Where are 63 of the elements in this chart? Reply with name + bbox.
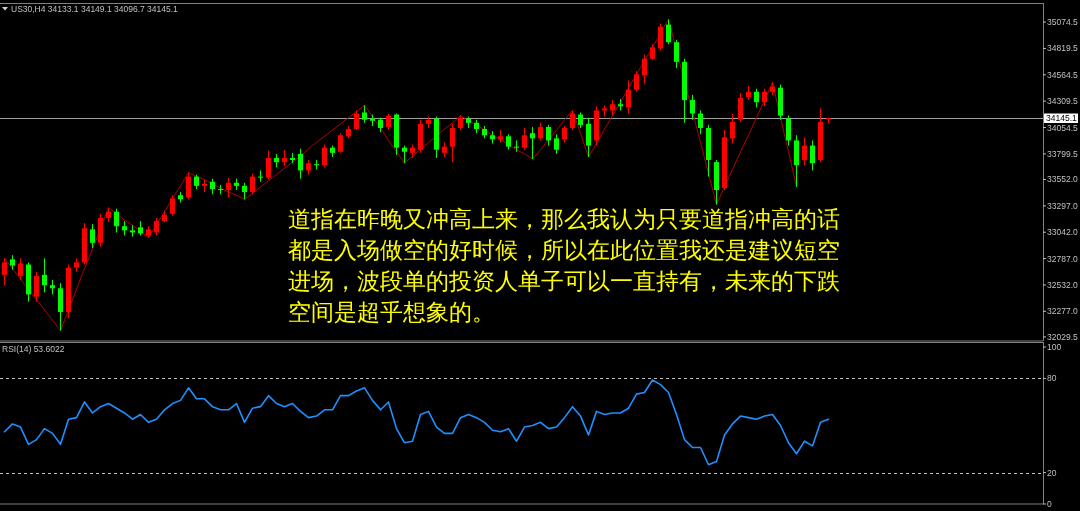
y-tick-label: 100: [1047, 342, 1062, 352]
candlestick: [666, 18, 671, 45]
y-tick-label: 32029.5: [1047, 331, 1078, 342]
candlestick: [58, 282, 63, 332]
candlestick: [514, 139, 519, 153]
candlestick: [730, 113, 735, 145]
candlestick: [554, 133, 559, 155]
candlestick: [698, 109, 703, 135]
y-tick-label: 34309.5: [1047, 96, 1078, 107]
candlestick: [786, 115, 791, 147]
y-tick-label: 33297.0: [1047, 200, 1078, 211]
y-tick-label: 33799.5: [1047, 148, 1078, 159]
y-tick-label: 35074.5: [1047, 17, 1078, 28]
candlestick: [338, 132, 343, 154]
y-tick-label: 32277.0: [1047, 306, 1078, 317]
candlestick: [250, 173, 255, 195]
candlestick: [322, 144, 327, 168]
candlestick: [266, 150, 271, 181]
candlestick: [354, 109, 359, 131]
candlestick: [586, 117, 591, 158]
candlestick: [450, 123, 455, 163]
candlestick: [114, 208, 119, 233]
candlestick: [226, 177, 231, 198]
candlestick: [34, 271, 39, 303]
candlestick: [810, 139, 815, 171]
candlestick: [170, 194, 175, 217]
y-tick-label: 33552.0: [1047, 174, 1078, 185]
candlestick: [658, 23, 663, 51]
ref-line-label: 34145.1: [1046, 113, 1077, 124]
candlestick: [530, 126, 535, 160]
y-tick-label: 32532.0: [1047, 279, 1078, 290]
candlestick: [90, 223, 95, 249]
y-tick-label: 34819.5: [1047, 43, 1078, 54]
line-series: [3, 379, 830, 466]
chart-title: US30,H4 34133.1 34149.1 34096.7 34145.1: [11, 4, 179, 14]
candlestick: [42, 257, 47, 293]
candlestick: [258, 169, 263, 183]
candlestick: [738, 92, 743, 123]
y-tick-label: 32787.0: [1047, 253, 1078, 264]
candlestick: [634, 70, 639, 93]
candlestick: [522, 127, 527, 151]
y-tick-label: 33042.0: [1047, 227, 1078, 238]
candlestick: [298, 148, 303, 180]
chart-title: RSI(14) 53.6022: [2, 343, 65, 354]
candlestick: [570, 109, 575, 131]
candlestick: [602, 104, 607, 118]
candlestick: [674, 39, 679, 69]
y-tick-label: 20: [1047, 467, 1057, 478]
y-tick-label: 34564.5: [1047, 69, 1078, 80]
candlestick: [642, 54, 647, 85]
candlestick: [690, 94, 695, 121]
y-tick-label: 34054.5: [1047, 122, 1078, 133]
candlestick: [186, 171, 191, 200]
candlestick: [802, 136, 807, 166]
y-tick-label: 0: [1047, 499, 1052, 509]
candlestick: [546, 124, 551, 147]
candlestick: [18, 257, 23, 281]
candlestick: [2, 257, 7, 286]
candlestick: [754, 88, 759, 108]
candlestick: [130, 224, 135, 238]
annotation: 道指在昨晚又冲高上来，那么我认为只要道指冲高的话都是入场做空的好时候，所以在此位置我还是建议短空进场，波段单的投资人单子可以一直持有，未来的下跌空间是超乎想象的。: [288, 205, 841, 327]
candlestick: [626, 79, 631, 115]
y-tick-label: 80: [1047, 373, 1057, 384]
